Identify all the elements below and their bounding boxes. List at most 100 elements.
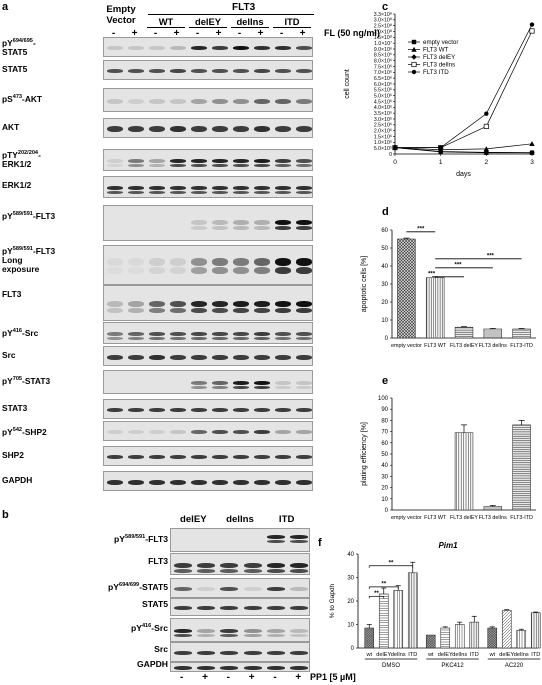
blot-band [196,568,216,573]
label-tail: -Src [22,327,39,338]
blot-band [127,164,144,167]
blot-band [253,46,270,50]
blot-band [243,587,262,591]
blot-strip [103,60,313,80]
blot-strip [170,662,310,672]
blot-band [274,186,291,190]
blot-band [232,381,249,385]
blot-label: pY542-SHP2 [2,426,47,437]
blot-band [211,408,228,412]
blot-band [211,267,228,274]
blot-strip [103,245,313,285]
blot-band [211,126,228,132]
group-underline [231,27,269,28]
label-main: STAT3 [2,403,28,413]
bar [512,424,531,511]
panel-e-bar-chart: 0 10 20 30 40 50 60 70 80 90 100 plating efficiency… [361,396,536,521]
sign: - [153,28,158,39]
blot-band [190,430,207,434]
blot-band [148,69,165,73]
blot-band [173,562,192,568]
blot-band [295,455,312,459]
x-tick-label: 0 [393,159,397,166]
x-tick-label: delEY [438,652,453,658]
blot-band [211,159,228,163]
blot-band [127,354,144,360]
blot-band [274,267,291,274]
blot-band [232,46,249,50]
blot-band [220,587,239,591]
y-tick-label: 1.5×10⁸ [374,35,392,41]
panel-f-letter: f [318,537,322,549]
blot-label: pY589/591-FLT3 [70,533,168,544]
x-tick-label: FLT3-ITD [510,343,533,349]
data-point [529,22,535,27]
significance-label: *** [487,253,495,259]
blot-band [274,219,291,225]
blot-band [127,258,144,266]
data-point [411,46,417,52]
blot-band [106,159,123,163]
blot-band [148,164,165,167]
label-tail: -FLT3 [32,245,56,256]
blot-band [190,267,207,274]
y-tick-label: 40 [381,264,388,270]
y-tick-label: 2.5×10⁸ [374,23,392,29]
blot-label: FLT3 [2,290,21,299]
y-tick-label: 0 [351,646,355,652]
legend-label: FLT3 delEY [423,54,455,61]
label-sup: 202/204 [17,150,39,156]
blot-band [295,267,312,274]
bar [487,627,498,649]
blot-band [106,408,123,412]
blot-band [295,479,312,485]
blot-band [169,408,186,412]
blot-band [295,301,312,307]
treatment-label: PKC412 [441,663,464,669]
blot-band [169,455,186,459]
blot-band [190,455,207,459]
blot-band [211,386,228,389]
blot-band [173,587,192,591]
y-tick-label: 20 [347,599,354,605]
x-tick-label: FLT3 WT [424,515,447,521]
blot-band [173,606,192,610]
blot-band [243,562,262,568]
blot-band [274,225,291,230]
blot-band [274,332,291,336]
bar [454,326,474,339]
x-tick-label: delIns [514,652,529,658]
label-main: ERK1/2 [2,180,32,190]
blot-strip [103,88,313,112]
bar [516,630,527,649]
bar [483,328,503,339]
label-main: pY [2,327,13,338]
panel-c-letter: c [382,1,389,13]
y-tick-label: 100 [378,396,389,402]
blot-strip [170,642,310,662]
data-point [411,61,417,68]
blot-label: AKT [2,123,19,132]
sign: + [299,28,306,39]
y-tick-label: 9.0×10⁶ [374,47,392,53]
blot-band [106,332,123,336]
blot-band [190,46,207,50]
blot-band [169,159,186,163]
blot-strip [103,421,313,441]
blot-band [148,308,165,313]
label-main: STAT5 [142,599,168,609]
blot-band [290,535,309,540]
fl-label: FL (50 ng/ml) [324,28,380,38]
blot-band [253,186,270,190]
blot-band [253,301,270,307]
y-tick-label: 5.5×10⁶ [374,88,392,94]
blot-band [211,332,228,336]
label-sup: 416 [141,623,152,629]
blot-band [190,225,207,230]
x-tick-label: FLT3 delIns [479,515,507,521]
blot-band [253,191,270,194]
x-tick-label: FLT3 WT [424,343,447,349]
blot-label: pY589/591-FLT3 Long exposure [2,245,55,274]
y-tick-label: 3.5×10⁶ [374,111,392,117]
blot-band [243,606,262,610]
